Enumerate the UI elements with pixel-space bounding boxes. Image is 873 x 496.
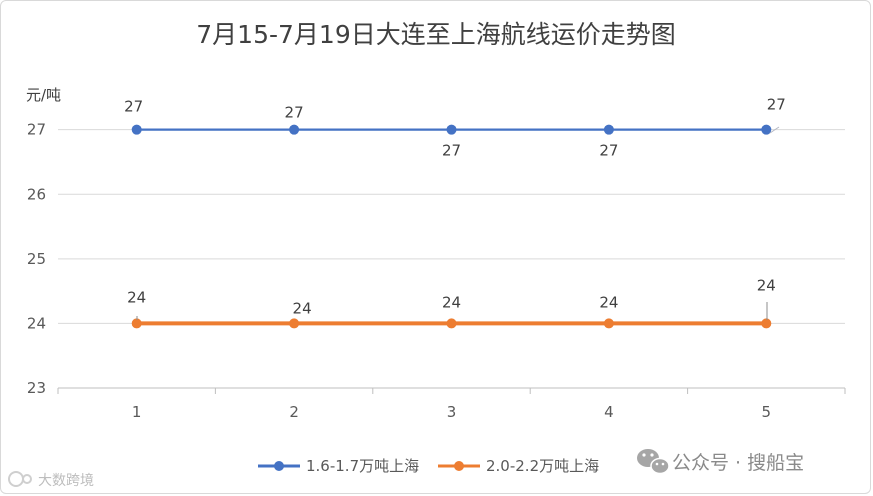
x-tick-label: 2 [289, 403, 299, 421]
series-2-point [603, 318, 614, 329]
series-1-data-label: 27 [599, 142, 618, 160]
wechat-icon [637, 449, 670, 475]
x-tick-label: 3 [447, 403, 457, 421]
legend-series-2-label: 2.0-2.2万吨上海 [486, 457, 599, 475]
series-1-point [289, 124, 300, 135]
series-2-data-label: 24 [442, 293, 461, 311]
series-1-point [131, 124, 142, 135]
y-axis-unit-label: 元/吨 [26, 86, 61, 104]
gridlines [58, 129, 845, 389]
series-1-data-label: 27 [124, 98, 143, 116]
series-2-point [289, 318, 300, 329]
series-1-data-label: 27 [285, 104, 304, 122]
series-2-point [131, 318, 142, 329]
series-layer [131, 124, 772, 329]
y-tick-label: 27 [27, 121, 46, 139]
series-1-point [761, 124, 772, 135]
watermark-left-text: 大数跨境 [38, 473, 94, 489]
series-1-data-label: 27 [442, 142, 461, 160]
x-tick-label: 1 [132, 403, 142, 421]
data-label-leader [769, 126, 780, 134]
x-tick-label: 5 [762, 403, 772, 421]
series-2-data-label: 24 [127, 288, 146, 306]
x-tick-label: 4 [604, 403, 614, 421]
series-2-data-label: 24 [293, 299, 312, 317]
series-2-data-label: 24 [599, 293, 618, 311]
legend-series-1-marker [274, 461, 284, 471]
y-tick-label: 26 [27, 185, 46, 203]
legend-series-1-label: 1.6-1.7万吨上海 [306, 457, 419, 475]
y-tick-label: 23 [27, 379, 46, 397]
logo-icon [8, 471, 32, 487]
x-axis-ticks: 1 2 3 4 5 [57, 388, 846, 421]
watermark-right-text: 公众号 · 搜船宝 [672, 452, 804, 474]
y-tick-label: 24 [27, 314, 46, 332]
y-axis-ticks: 23 24 25 26 27 [27, 121, 46, 397]
series-1-point [446, 124, 457, 135]
data-labels: 27 27 27 27 27 24 24 24 24 24 [124, 96, 786, 320]
legend: 1.6-1.7万吨上海 2.0-2.2万吨上海 [258, 457, 599, 475]
legend-series-2-marker [454, 461, 464, 471]
series-1-point [603, 124, 614, 135]
series-2-point [761, 318, 772, 329]
series-1-data-label: 27 [767, 96, 786, 114]
series-2-point [446, 318, 457, 329]
series-2-data-label: 24 [757, 276, 776, 294]
y-tick-label: 25 [27, 250, 46, 268]
chart-title: 7月15-7月19日大连至上海航线运价走势图 [196, 20, 675, 49]
